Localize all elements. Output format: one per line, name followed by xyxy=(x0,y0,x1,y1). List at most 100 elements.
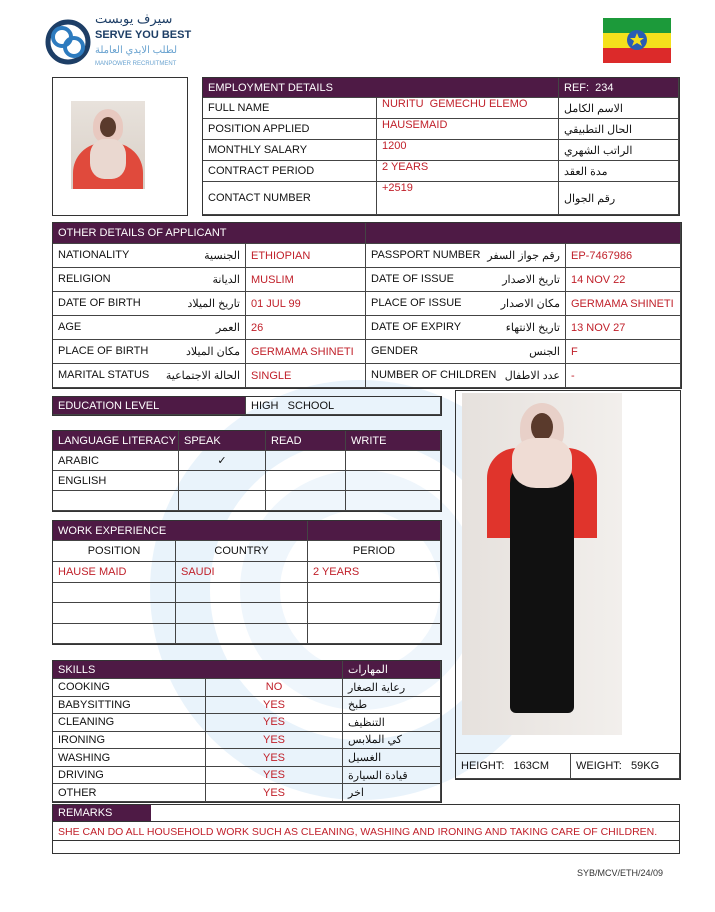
field-label: NATIONALITY xyxy=(58,249,130,261)
field-label-arabic: مدة العقد xyxy=(559,161,679,182)
skill-name: BABYSITTING xyxy=(53,696,206,715)
work-cell xyxy=(53,582,176,603)
logo-sub: MANPOWER RECRUITMENT xyxy=(95,61,177,67)
work-cell xyxy=(53,623,176,644)
work-cell xyxy=(308,623,441,644)
field-value: 2 YEARS xyxy=(377,161,559,182)
work-cell: HAUSE MAID xyxy=(53,562,176,583)
field-label-arabic: رقم الجوال xyxy=(559,182,679,215)
field-label: GENDER xyxy=(371,345,419,357)
ethiopia-flag-icon xyxy=(603,18,671,63)
skill-name-arabic: رعاية الصغار xyxy=(343,679,441,697)
header-filler xyxy=(366,223,681,244)
field-value: SINGLE xyxy=(246,364,366,388)
field-value: HAUSEMAID xyxy=(377,119,559,140)
field-label-arabic: تاريخ الاصدار xyxy=(502,274,560,286)
document-code: SYB/MCV/ETH/24/09 xyxy=(577,868,664,878)
language-name: ENGLISH xyxy=(53,471,179,491)
field-label: AGE xyxy=(58,321,82,333)
work-experience-title: WORK EXPERIENCE xyxy=(53,521,308,541)
remarks-text: SHE CAN DO ALL HOUSEHOLD WORK SUCH AS CL… xyxy=(53,821,679,841)
field-label-cell: DATE OF ISSUE تاريخ الاصدار xyxy=(366,268,566,292)
applicant-photo-full xyxy=(462,393,622,735)
field-label-arabic: عدد الاطفال xyxy=(504,370,560,382)
field-label-cell: DATE OF EXPIRY تاريخ الانتهاء xyxy=(366,316,566,340)
language-header: READ xyxy=(266,431,346,451)
weight-value: WEIGHT: 59KG xyxy=(571,754,680,779)
field-label-arabic: الحال التطبيقي xyxy=(559,119,679,140)
language-check-cell: ✓ xyxy=(179,451,266,471)
field-label: FULL NAME xyxy=(203,98,377,119)
language-check-cell xyxy=(266,471,346,491)
language-check-cell xyxy=(179,491,266,511)
field-value: 01 JUL 99 xyxy=(246,292,366,316)
field-label-arabic: الاسم الكامل xyxy=(559,98,679,119)
skill-name-arabic: اخر xyxy=(343,784,441,802)
field-value: GERMAMA SHINETI xyxy=(246,340,366,364)
field-label-arabic: الحالة الاجتماعية xyxy=(165,370,240,382)
field-label: CONTRACT PERIOD xyxy=(203,161,377,182)
logo-knot-icon xyxy=(45,19,91,65)
field-label-arabic: تاريخ الانتهاء xyxy=(505,322,560,334)
skills-title-arabic: المهارات xyxy=(343,661,441,679)
other-details-table: OTHER DETAILS OF APPLICANT NATIONALITY الج… xyxy=(52,222,682,389)
field-label: DATE OF EXPIRY xyxy=(371,321,462,333)
field-label-arabic: العمر xyxy=(215,322,240,334)
field-label: CONTACT NUMBER xyxy=(203,182,377,215)
language-name xyxy=(53,491,179,511)
language-header: SPEAK xyxy=(179,431,266,451)
field-value: - xyxy=(566,364,681,388)
field-label-cell: PLACE OF BIRTH مكان الميلاد xyxy=(53,340,246,364)
field-label: MARITAL STATUS xyxy=(58,369,150,381)
field-value: GERMAMA SHINETI xyxy=(566,292,681,316)
field-value: NURITU GEMECHU ELEMO xyxy=(377,98,559,119)
skill-value: YES xyxy=(206,696,343,715)
field-value: EP-7467986 xyxy=(566,244,681,268)
work-column-header: COUNTRY xyxy=(176,541,308,562)
work-cell xyxy=(176,603,308,624)
skills-title: SKILLS xyxy=(53,661,343,679)
language-check-cell xyxy=(346,471,441,491)
skill-name: DRIVING xyxy=(53,766,206,785)
work-cell xyxy=(308,603,441,624)
language-check-cell xyxy=(266,491,346,511)
field-label: PLACE OF ISSUE xyxy=(371,297,462,309)
skill-value: YES xyxy=(206,714,343,732)
field-label-arabic: الجنسية xyxy=(204,250,240,262)
skill-value: YES xyxy=(206,784,343,802)
field-label-cell: AGE العمر xyxy=(53,316,246,340)
language-check-cell xyxy=(266,451,346,471)
work-cell xyxy=(308,582,441,603)
field-label-cell: GENDER الجنس xyxy=(366,340,566,364)
skill-value: NO xyxy=(206,679,343,697)
language-header: LANGUAGE LITERACY xyxy=(53,431,179,451)
language-check-cell xyxy=(179,471,266,491)
education-table: EDUCATION LEVEL HIGH SCHOOL xyxy=(52,396,442,416)
work-cell xyxy=(176,582,308,603)
field-label: MONTHLY SALARY xyxy=(203,140,377,161)
other-details-title: OTHER DETAILS OF APPLICANT xyxy=(53,223,366,244)
field-label-cell: NATIONALITY الجنسية xyxy=(53,244,246,268)
field-label-cell: NUMBER OF CHILDREN عدد الاطفال xyxy=(366,364,566,388)
skill-name-arabic: الغسيل xyxy=(343,749,441,767)
logo-arabic-sub: لطلب الايدي العاملة xyxy=(95,45,178,56)
language-literacy-table: LANGUAGE LITERACY SPEAK READ WRITE ARABIC ✓ EN… xyxy=(52,430,442,512)
skill-value: YES xyxy=(206,749,343,767)
field-label: POSITION APPLIED xyxy=(203,119,377,140)
skill-name: IRONING xyxy=(53,731,206,750)
education-value: HIGH SCHOOL xyxy=(246,397,441,415)
work-column-header: PERIOD xyxy=(308,541,441,562)
language-header: WRITE xyxy=(346,431,441,451)
work-column-header: POSITION xyxy=(53,541,176,562)
field-label: DATE OF ISSUE xyxy=(371,273,454,285)
field-label-arabic: الجنس xyxy=(529,346,560,358)
field-value: F xyxy=(566,340,681,364)
remarks-section: REMARKS SHE CAN DO ALL HOUSEHOLD WORK SU… xyxy=(52,804,680,854)
work-cell xyxy=(53,603,176,624)
work-cell xyxy=(176,623,308,644)
skills-table: SKILLS المهارات COOKING NO رعاية الصغار BABYS… xyxy=(52,660,442,803)
skill-name: COOKING xyxy=(53,679,206,697)
field-label-cell: PLACE OF ISSUE مكان الاصدار xyxy=(366,292,566,316)
remarks-title: REMARKS xyxy=(53,805,151,821)
skill-value: YES xyxy=(206,731,343,750)
